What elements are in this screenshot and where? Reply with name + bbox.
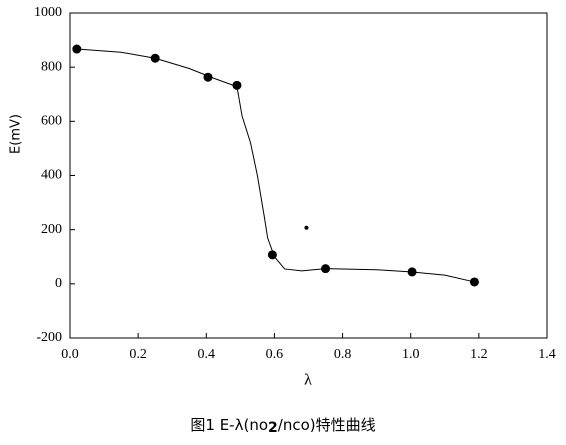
y-tick-label: 800	[41, 59, 62, 74]
x-tick-label: 1.2	[470, 347, 488, 362]
x-axis-label: λ	[304, 372, 312, 389]
x-tick-label: 0.6	[266, 347, 284, 362]
y-tick-label: 400	[41, 168, 62, 183]
plot-frame	[69, 12, 548, 339]
y-tick-label: -200	[36, 330, 62, 345]
chart-title: 图1 E-λ(no2/nco)特性曲线	[190, 416, 375, 437]
x-tick-label: 1.0	[402, 347, 420, 362]
y-axis-label: E(mV)	[9, 114, 24, 154]
x-tick-label: 1.4	[538, 347, 556, 362]
y-tick-label: 0	[55, 276, 62, 291]
data-dot	[304, 225, 309, 230]
x-tick-label: 0.0	[61, 347, 79, 362]
y-tick-label: 600	[41, 114, 62, 129]
data-point	[232, 80, 242, 90]
x-tick-label: 0.4	[198, 347, 216, 362]
curve-line	[76, 48, 475, 283]
y-tick-label: 200	[41, 222, 62, 237]
y-tick-label: 1000	[34, 5, 62, 20]
x-tick-label: 0.2	[129, 347, 147, 362]
x-tick-label: 0.8	[334, 347, 352, 362]
